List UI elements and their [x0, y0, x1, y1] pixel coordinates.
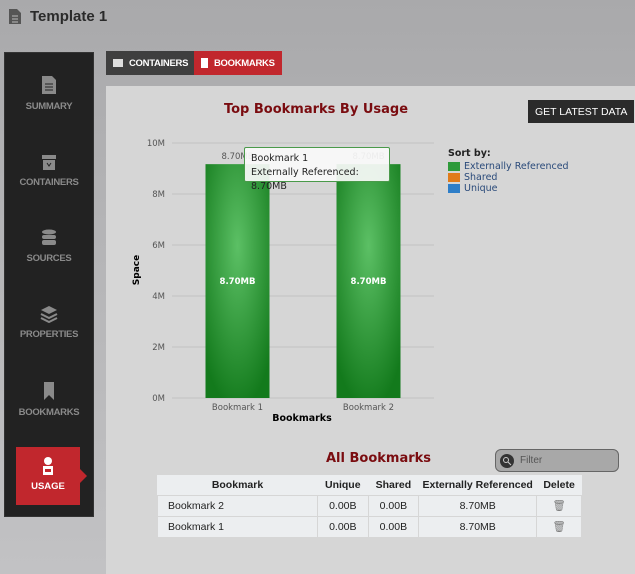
tab-bookmarks[interactable]: BOOKMARKS — [194, 51, 282, 75]
bar-top-label: 8.70MB — [221, 152, 253, 162]
chart-tooltip: Bookmark 1 Externally Referenced: 8.70MB — [244, 147, 390, 192]
archive-icon — [42, 155, 56, 170]
y-tick-label: 4M — [152, 292, 165, 302]
sidebar-item-usage[interactable]: USAGE — [16, 447, 87, 505]
database-icon — [42, 229, 56, 245]
bar-bookmark-2[interactable] — [336, 164, 401, 398]
column-header[interactable]: Bookmark — [211, 478, 264, 491]
document-icon — [42, 76, 56, 94]
sidebar: SUMMARY CONTAINERS SOURCES PROPERTIES BO… — [4, 52, 94, 517]
document-icon — [9, 9, 21, 24]
table-row: Bookmark 2 0.00B 0.00B 8.70MB 🗑 — [157, 494, 582, 517]
column-header[interactable]: Unique — [324, 478, 361, 491]
x-axis-label: Bookmarks — [272, 413, 332, 424]
bar-value-label: 8.70MB — [351, 277, 387, 287]
sidebar-item-bookmarks[interactable]: BOOKMARKS — [5, 381, 93, 418]
archive-icon — [113, 59, 123, 67]
page-title: Template 1 — [30, 8, 108, 25]
bookmarks-table: Bookmark Unique Shared Externally Reference… — [157, 475, 582, 538]
filter-input[interactable]: Filter — [495, 449, 619, 472]
y-tick-label: 6M — [152, 241, 165, 251]
sidebar-item-sources[interactable]: SOURCES — [5, 229, 93, 264]
bar-value-label: 8.70MB — [220, 277, 256, 287]
trash-icon: 🗑 — [552, 500, 566, 512]
sidebar-item-properties[interactable]: PROPERTIES — [5, 305, 93, 340]
chart-legend: Sort by: Externally Referenced Shared Un… — [448, 148, 569, 194]
table-title: All Bookmarks — [326, 451, 432, 466]
delete-button[interactable]: 🗑 — [536, 515, 582, 538]
legend-item-unique[interactable]: Unique — [448, 183, 569, 194]
y-tick-label: 0M — [152, 394, 165, 404]
y-tick-label: 2M — [152, 343, 165, 353]
layers-icon — [40, 306, 58, 323]
get-latest-data-button[interactable]: GET LATEST DATA — [528, 100, 635, 123]
search-icon — [500, 453, 514, 468]
y-axis-label: Space — [132, 255, 142, 285]
trash-icon: 🗑 — [552, 521, 566, 533]
bookmark-icon — [44, 382, 54, 400]
bar-chart: 0M 2M 4M 6M 8M 10M 8.70MB 8.70MB Bookmark 1 8.70M… — [132, 139, 434, 424]
bar-bookmark-1[interactable] — [205, 164, 270, 398]
tab-containers[interactable]: CONTAINERS — [106, 51, 196, 75]
legend-item-externally-referenced[interactable]: Externally Referenced — [448, 161, 569, 172]
column-header: Delete — [543, 478, 575, 491]
x-tick-label: Bookmark 2 — [343, 403, 394, 413]
column-header[interactable]: Shared — [375, 478, 412, 491]
table-row: Bookmark 1 0.00B 0.00B 8.70MB 🗑 — [157, 515, 582, 538]
chart-title: Top Bookmarks By Usage — [223, 102, 409, 117]
delete-button[interactable]: 🗑 — [536, 494, 582, 517]
y-tick-label: 8M — [152, 190, 165, 200]
sidebar-item-containers[interactable]: CONTAINERS — [5, 153, 93, 188]
y-tick-label: 10M — [147, 139, 165, 149]
sidebar-item-summary[interactable]: SUMMARY — [5, 75, 93, 112]
usage-icon — [43, 457, 53, 475]
column-header[interactable]: Externally Referenced — [422, 478, 533, 491]
bookmark-icon — [201, 58, 208, 68]
page-header: Template 1 — [8, 8, 107, 25]
x-tick-label: Bookmark 1 — [212, 403, 263, 413]
legend-item-shared[interactable]: Shared — [448, 172, 569, 183]
